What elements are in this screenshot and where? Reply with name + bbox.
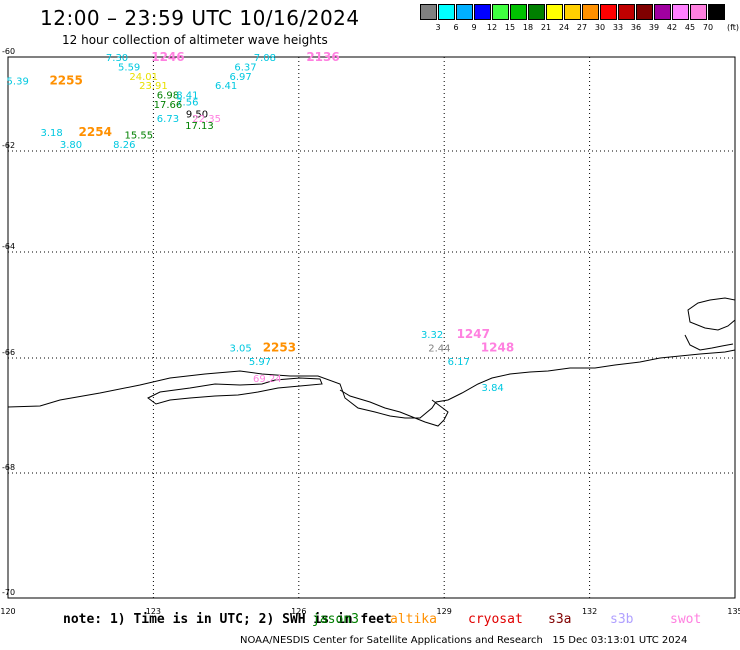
- colorbar-swatch: [528, 4, 545, 20]
- satellite-jason3: jason3: [312, 612, 359, 627]
- satellite-altika: altika: [390, 612, 437, 627]
- wave-height-label: 3.80: [60, 140, 82, 151]
- wave-height-label: 7.56: [176, 98, 198, 109]
- wave-height-label: 1248: [481, 340, 514, 354]
- lat-tick-label: -70: [2, 588, 15, 597]
- satellite-s3a: s3a: [548, 612, 572, 627]
- colorbar-swatch: [672, 4, 689, 20]
- wave-height-label: 6.97: [230, 72, 252, 83]
- wave-height-label: 3.84: [482, 383, 504, 394]
- colorbar-swatch: [564, 4, 581, 20]
- page-subtitle: 12 hour collection of altimeter wave hei…: [62, 33, 328, 47]
- wave-height-label: 9.50: [186, 109, 208, 120]
- lat-tick-label: -62: [2, 141, 15, 150]
- wave-height-label: 6.37: [234, 62, 256, 73]
- colorbar-swatch: [474, 4, 491, 20]
- colorbar-swatch: [654, 4, 671, 20]
- colorbar-swatch: [600, 4, 617, 20]
- wave-height-label: 5.39: [7, 77, 29, 88]
- colorbar-swatch: [546, 4, 563, 20]
- wave-height-label: 17.66: [154, 100, 183, 111]
- wave-height-label: 8.41: [176, 91, 198, 102]
- wave-height-label: 2255: [49, 74, 82, 88]
- coastline: [339, 389, 449, 427]
- wave-height-label: 2253: [263, 340, 296, 354]
- lon-tick-label: 132: [582, 607, 597, 616]
- wave-height-label: 2136: [306, 50, 339, 64]
- colorbar-swatch: [492, 4, 509, 20]
- colorbar-swatch: [438, 4, 455, 20]
- colorbar-swatch: [618, 4, 635, 20]
- coastline: [7, 349, 736, 419]
- colorbar-swatch: [456, 4, 473, 20]
- satellite-cryosat: cryosat: [468, 612, 523, 627]
- coastline: [684, 334, 734, 351]
- wave-height-label: 24.01: [129, 72, 158, 83]
- wave-height-label: 3.32: [421, 330, 443, 341]
- lon-tick-label: 126: [291, 607, 306, 616]
- colorbar-tick-label: 15: [504, 23, 516, 32]
- page-title: 12:00 – 23:59 UTC 10/16/2024: [40, 6, 360, 30]
- wave-height-label: 6.98: [157, 91, 179, 102]
- wave-height-label: 15.55: [125, 131, 154, 142]
- wave-height-label: 7.30: [106, 53, 128, 64]
- colorbar-tick-label: 45: [684, 23, 696, 32]
- wave-height-label: 7.08: [254, 53, 276, 64]
- lat-tick-label: -66: [2, 348, 15, 357]
- colorbar-tick-label: 39: [648, 23, 660, 32]
- colorbar-tick-label: 6: [453, 23, 459, 32]
- colorbar-swatch: [708, 4, 725, 20]
- wave-height-label: 23.91: [139, 81, 168, 92]
- colorbar-swatch: [420, 4, 437, 20]
- colorbar-swatch: [582, 4, 599, 20]
- lon-tick-label: 135: [727, 607, 740, 616]
- colorbar-tick-label: 9: [471, 23, 477, 32]
- wave-height-label: 2.44: [428, 343, 450, 354]
- satellite-swot: swot: [670, 612, 702, 627]
- wave-height-label: 6.17: [448, 357, 470, 368]
- lat-tick-label: -68: [2, 463, 15, 472]
- note-text: note: 1) Time is in UTC; 2) SWH is in fe…: [63, 612, 392, 627]
- wave-height-label: 6.41: [215, 81, 237, 92]
- colorbar-tick-label: 3: [435, 23, 441, 32]
- wave-height-label: 5.59: [118, 62, 140, 73]
- wave-height-label: 1246: [151, 50, 184, 64]
- lon-tick-label: 120: [0, 607, 15, 616]
- wave-height-label: 6.73: [157, 114, 179, 125]
- colorbar-tick-label: 21: [540, 23, 552, 32]
- wave-height-label: 69.24: [253, 374, 282, 385]
- colorbar-swatch: [510, 4, 527, 20]
- colorbar-swatch: [690, 4, 707, 20]
- colorbar-tick-label: 27: [576, 23, 588, 32]
- colorbar-unit: (ft): [726, 23, 740, 32]
- satellite-s3b: s3b: [610, 612, 634, 627]
- colorbar-swatch: [636, 4, 653, 20]
- colorbar-tick-label: 70: [702, 23, 714, 32]
- colorbar-tick-label: 12: [486, 23, 498, 32]
- map-frame: [7, 56, 736, 599]
- coastline: [687, 297, 736, 331]
- colorbar-tick-label: 30: [594, 23, 606, 32]
- wave-height-label: 2254: [79, 125, 112, 139]
- wave-height-label: 17.13: [185, 121, 214, 132]
- wave-height-label: 3.05: [230, 343, 252, 354]
- footer-credit: NOAA/NESDIS Center for Satellite Applica…: [240, 635, 688, 646]
- colorbar-tick-label: 42: [666, 23, 678, 32]
- lon-tick-label: 129: [437, 607, 452, 616]
- wave-height-label: 22.35: [192, 114, 221, 125]
- wave-height-label: 5.97: [249, 357, 271, 368]
- colorbar-tick-label: 33: [612, 23, 624, 32]
- colorbar-tick-label: 24: [558, 23, 570, 32]
- coastline: [147, 377, 323, 405]
- lon-tick-label: 123: [146, 607, 161, 616]
- wave-height-label: 3.18: [40, 128, 62, 139]
- colorbar-tick-label: 36: [630, 23, 642, 32]
- wave-height-label: 1247: [457, 327, 490, 341]
- lat-tick-label: -60: [2, 47, 15, 56]
- wave-height-label: 8.26: [113, 140, 135, 151]
- lat-tick-label: -64: [2, 242, 15, 251]
- colorbar-tick-label: 18: [522, 23, 534, 32]
